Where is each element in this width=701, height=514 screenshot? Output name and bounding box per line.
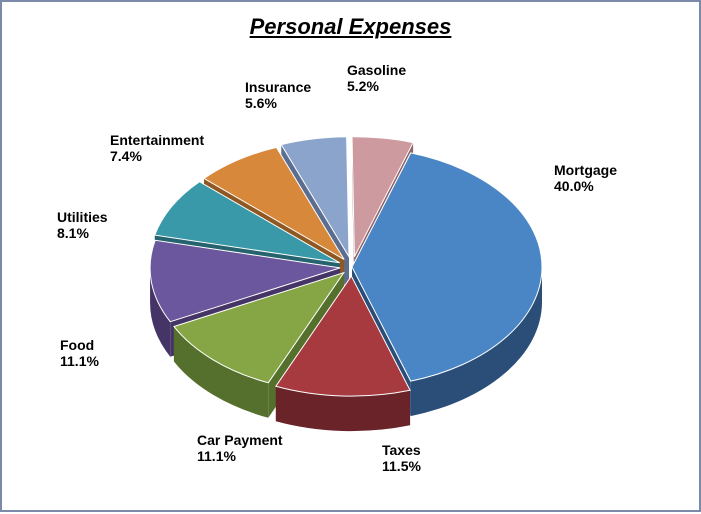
- slice-label: Insurance5.6%: [245, 79, 311, 111]
- slice-label-name: Insurance: [245, 79, 311, 95]
- slice-label-name: Entertainment: [110, 132, 204, 148]
- slice-label-value: 5.6%: [245, 95, 311, 111]
- slice-label-value: 11.1%: [197, 448, 283, 464]
- slice-label-value: 8.1%: [57, 225, 108, 241]
- slice-label: Car Payment11.1%: [197, 432, 283, 464]
- slice-label: Food11.1%: [60, 337, 99, 369]
- slice-label-name: Utilities: [57, 209, 108, 225]
- slice-label: Mortgage40.0%: [554, 162, 617, 194]
- slice-label: Taxes11.5%: [382, 442, 421, 474]
- slice-label: Gasoline5.2%: [347, 62, 406, 94]
- slice-label-value: 5.2%: [347, 78, 406, 94]
- slice-label-name: Mortgage: [554, 162, 617, 178]
- slice-label-name: Car Payment: [197, 432, 283, 448]
- slice-label-value: 7.4%: [110, 148, 204, 164]
- chart-frame: Personal Expenses Mortgage40.0%Taxes11.5…: [0, 0, 701, 512]
- slice-label-value: 11.5%: [382, 458, 421, 474]
- slice-label-value: 11.1%: [60, 353, 99, 369]
- slice-label: Utilities8.1%: [57, 209, 108, 241]
- slice-label-name: Taxes: [382, 442, 421, 458]
- slice-label-name: Gasoline: [347, 62, 406, 78]
- slice-label: Entertainment7.4%: [110, 132, 204, 164]
- slice-label-value: 40.0%: [554, 178, 617, 194]
- slice-label-name: Food: [60, 337, 99, 353]
